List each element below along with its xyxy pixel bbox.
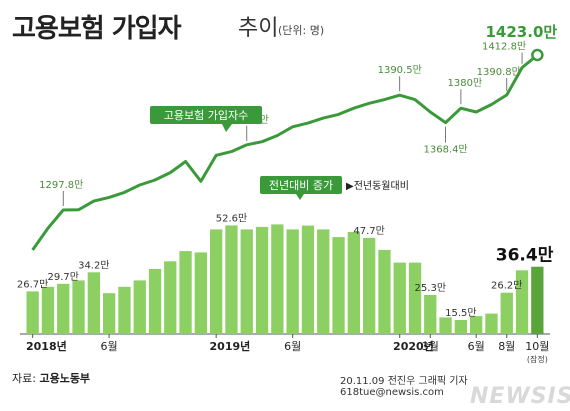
line-value-label: 1297.8만 [39,179,83,191]
source-footer: 자료: 고용노동부 [12,370,90,386]
bar [454,320,467,334]
bar-value-label: 25.3만 [415,282,446,294]
bar [515,270,529,335]
bar [210,229,223,334]
bar-value-label: 52.6만 [216,212,247,224]
chart-title: 고용보험 가입자 [12,14,181,44]
bar [148,269,162,334]
x-tick-label: 2018년 [26,339,67,353]
bar [378,249,391,334]
bar [317,229,330,334]
bar [363,237,376,334]
bar [164,261,177,334]
bar-series-label-box [260,176,342,194]
bar-series-label: 전년대비 증가 [269,179,333,192]
line-series [31,53,539,251]
bar-series-label-pointer [296,194,304,200]
line-value-label: 1412.8만 [482,41,526,53]
bar [439,317,452,334]
line-end-marker [531,48,544,62]
bar-value-label: 47.7만 [353,225,384,237]
source-label: 자료: [12,372,36,385]
bar-legend-note: ▶전년동월대비 [346,180,409,192]
bar [500,292,513,334]
source-name: 고용노동부 [39,372,91,385]
line-value-label: 1423.0만 [486,23,558,41]
line-series-label-pointer [222,124,232,132]
bar [332,237,345,334]
bar [103,293,116,334]
bar [531,266,544,334]
bar-value-label: 34.2만 [78,259,109,271]
line-value-label: 1380만 [448,77,483,89]
bar [255,226,269,334]
bar [301,225,315,334]
line-series-label: 고용보험 가입자수 [164,109,248,122]
unit-label: (단위: 명) [278,24,325,37]
bar [485,313,498,334]
bar [424,295,437,334]
x-tick-label: 2019년 [210,339,251,353]
bar [347,232,360,334]
bar-value-label: 36.4만 [496,246,554,266]
line-series-label-box [150,106,262,124]
bar [26,291,39,334]
bar [470,316,483,334]
bar [240,229,253,334]
line-value-label: 1368.4만 [423,144,467,156]
line-value-label: 1390.5만 [378,64,422,76]
bar [194,252,207,334]
bar-value-label: 29.7만 [48,271,79,283]
bar [179,251,192,334]
bar [133,280,146,334]
bar-value-label: 15.5만 [445,307,476,319]
bar-value-label: 26.2만 [491,280,522,292]
bar-value-label: 26.7만 [17,278,48,290]
bar [72,280,85,334]
x-tick-label: 2020년 [393,339,434,353]
newsis-logo: NEWSIS [470,384,570,409]
credit-footer: 20.11.09 전진우 그래픽 기자 618tue@newsis.com [340,376,468,398]
bar [118,286,131,334]
bar [225,225,238,334]
x-tick-label: 8월 [498,340,515,353]
x-tick-label: 10월 [525,340,549,353]
x-tick-label: 3월 [422,340,439,353]
bar [57,283,70,334]
bar [271,224,284,334]
line-value-label: 1390.8만 [477,66,521,78]
x-tick-label: 6월 [101,340,118,353]
bar [408,262,422,334]
bar [393,262,406,334]
x-tick-label: 6월 [468,340,485,353]
x-tick-label: 6월 [284,340,301,353]
x-tick-sublabel: (잠정) [527,354,548,364]
bar [286,229,299,334]
bar [87,272,100,334]
bar [41,286,55,334]
chart-subtitle: 추이 [238,16,279,41]
